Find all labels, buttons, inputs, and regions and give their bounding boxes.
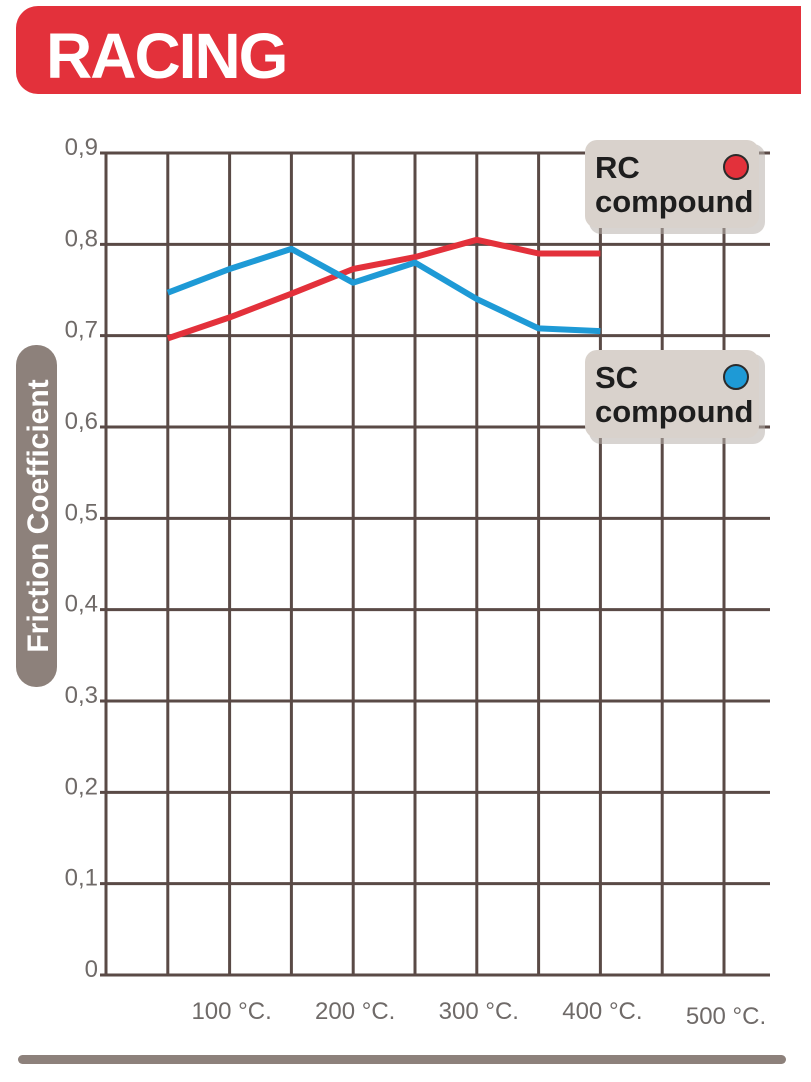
y-tick-label: 0,8 — [65, 225, 98, 252]
legend-box — [585, 350, 759, 438]
x-tick-label: 500 °C. — [686, 1003, 766, 1030]
legend-label: compound — [595, 184, 753, 219]
y-axis-label: Friction Coefficient — [16, 345, 57, 687]
y-axis-label-text: Friction Coefficient — [22, 379, 55, 652]
chart-series — [166, 236, 601, 342]
series-line-sc — [166, 245, 601, 335]
x-tick-label: 300 °C. — [439, 998, 519, 1025]
legend-label: compound — [595, 394, 753, 429]
y-tick-label: 0,1 — [65, 865, 98, 892]
legend-box — [585, 140, 759, 228]
y-tick-label: 0,9 — [65, 134, 98, 161]
legend-dot-icon — [723, 154, 749, 180]
chart-grid — [100, 151, 770, 977]
x-tick-label: 200 °C. — [315, 998, 395, 1025]
legend-dot-icon — [723, 364, 749, 390]
y-tick-label: 0,5 — [65, 499, 98, 526]
y-tick-label: 0 — [85, 956, 98, 983]
y-tick-label: 0,6 — [65, 408, 98, 435]
y-tick-label: 0,7 — [65, 317, 98, 344]
x-tick-label: 100 °C. — [191, 998, 271, 1025]
legend-label: RC — [595, 150, 640, 185]
chart-tick-labels: 0 0,1 0,2 0,3 0,4 0,5 0,6 0,7 0,8 0,9 100 °C. 200 °… — [65, 134, 767, 1030]
legend-label: SC — [595, 360, 638, 395]
y-tick-label: 0,3 — [65, 682, 98, 709]
header-band: RACING — [16, 6, 801, 94]
y-tick-label: 0,4 — [65, 591, 98, 618]
bottom-divider — [18, 1055, 786, 1064]
y-axis-label-pill — [16, 345, 57, 687]
page-title: RACING — [46, 20, 288, 92]
y-tick-label: 0,2 — [65, 773, 98, 800]
series-line-rc — [166, 236, 601, 342]
x-tick-label: 400 °C. — [562, 998, 642, 1025]
